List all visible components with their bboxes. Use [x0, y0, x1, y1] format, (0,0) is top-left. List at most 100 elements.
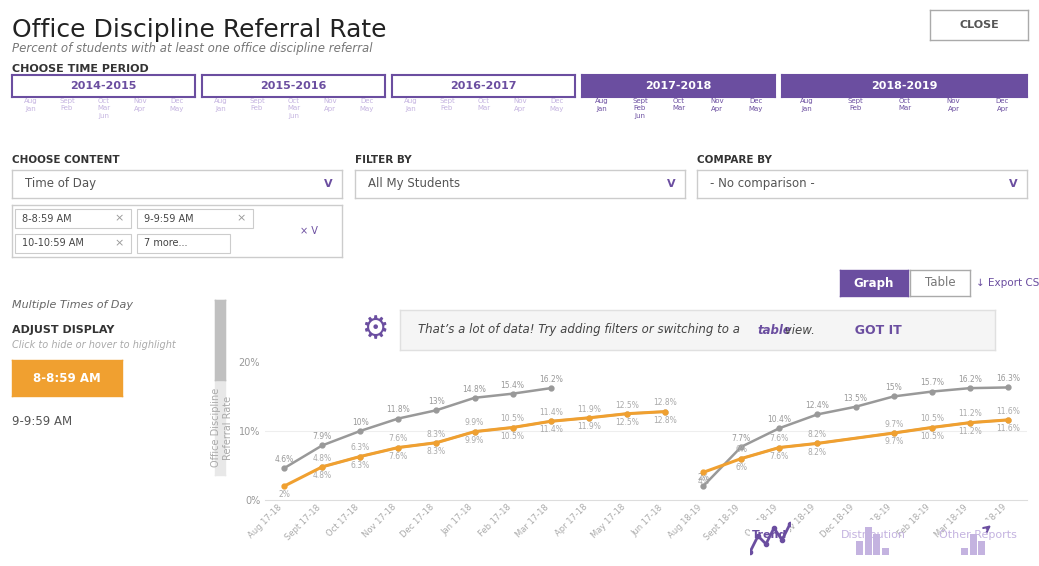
- Text: Nov
Apr: Nov Apr: [513, 98, 527, 112]
- Text: Oct
Mar
Jun: Oct Mar Jun: [97, 98, 110, 119]
- Text: 6%: 6%: [736, 463, 747, 471]
- Text: 4%: 4%: [697, 477, 710, 486]
- Text: Dec
May: Dec May: [359, 98, 374, 112]
- Text: V: V: [666, 179, 675, 189]
- Bar: [961, 548, 968, 555]
- Text: 10.5%: 10.5%: [920, 432, 943, 441]
- Text: 15.4%: 15.4%: [501, 380, 525, 389]
- Text: Oct
Mar: Oct Mar: [477, 98, 490, 112]
- Text: 10.5%: 10.5%: [920, 414, 943, 423]
- Text: 7 more...: 7 more...: [144, 238, 187, 248]
- Bar: [969, 534, 977, 555]
- Text: That’s a lot of data! Try adding filters or switching to a: That’s a lot of data! Try adding filters…: [418, 324, 744, 337]
- Text: 15%: 15%: [885, 383, 902, 392]
- Text: 2018-2019: 2018-2019: [872, 81, 938, 91]
- Text: 8.3%: 8.3%: [427, 447, 446, 456]
- Text: 13.5%: 13.5%: [844, 393, 868, 402]
- Text: 8-8:59 AM: 8-8:59 AM: [22, 213, 72, 224]
- Text: Sept
Feb: Sept Feb: [249, 98, 265, 112]
- Text: ×: ×: [115, 238, 125, 248]
- Text: 8-8:59 AM: 8-8:59 AM: [33, 371, 101, 384]
- Text: Aug
Jan: Aug Jan: [594, 98, 608, 112]
- Text: 4.6%: 4.6%: [274, 455, 294, 464]
- Text: 16.3%: 16.3%: [996, 374, 1020, 383]
- Text: Oct
Mar: Oct Mar: [898, 98, 911, 112]
- Text: 10.4%: 10.4%: [768, 415, 792, 424]
- Text: ADJUST DISPLAY: ADJUST DISPLAY: [12, 325, 114, 335]
- Text: 12.8%: 12.8%: [654, 398, 677, 408]
- Text: 9-9:59 AM: 9-9:59 AM: [144, 213, 193, 224]
- Text: 15.7%: 15.7%: [920, 379, 943, 388]
- Text: 8.2%: 8.2%: [808, 448, 827, 457]
- Text: 4.8%: 4.8%: [313, 454, 331, 462]
- Text: 11.2%: 11.2%: [958, 409, 982, 418]
- Bar: [856, 541, 862, 555]
- Bar: [874, 534, 880, 555]
- Text: - No comparison -: - No comparison -: [711, 178, 815, 191]
- Text: Nov
Apr: Nov Apr: [323, 98, 337, 112]
- Y-axis label: Office Discipline
Referral Rate: Office Discipline Referral Rate: [212, 388, 233, 467]
- Text: ⚙: ⚙: [362, 315, 389, 345]
- Text: 7.6%: 7.6%: [389, 434, 408, 443]
- Text: 7.7%: 7.7%: [731, 434, 751, 443]
- Text: 11.4%: 11.4%: [539, 426, 563, 435]
- Text: 16.2%: 16.2%: [539, 375, 563, 384]
- Text: V: V: [1009, 179, 1017, 189]
- Text: Trend: Trend: [752, 530, 788, 540]
- Text: GOT IT: GOT IT: [846, 324, 902, 337]
- Text: 4.8%: 4.8%: [313, 471, 331, 480]
- Text: Aug
Jan: Aug Jan: [800, 98, 814, 112]
- Text: 7.6%: 7.6%: [389, 452, 408, 461]
- Text: 6.3%: 6.3%: [350, 443, 370, 452]
- Text: Sept
Feb: Sept Feb: [59, 98, 75, 112]
- Text: 6.3%: 6.3%: [350, 461, 370, 470]
- Text: 11.4%: 11.4%: [539, 408, 563, 417]
- Text: Sept
Feb
Jun: Sept Feb Jun: [632, 98, 647, 119]
- Text: Graph: Graph: [854, 277, 895, 289]
- Text: 12.4%: 12.4%: [805, 401, 829, 410]
- Bar: [882, 548, 889, 555]
- Text: All My Students: All My Students: [368, 178, 460, 191]
- Text: Time of Day: Time of Day: [25, 178, 97, 191]
- Text: 13%: 13%: [428, 397, 445, 406]
- Text: Multiple Times of Day: Multiple Times of Day: [12, 300, 133, 310]
- Text: 2%: 2%: [278, 490, 290, 499]
- Text: 9.9%: 9.9%: [464, 418, 484, 427]
- Text: 11.6%: 11.6%: [996, 424, 1020, 433]
- Text: CLOSE: CLOSE: [959, 20, 998, 30]
- Text: 8.3%: 8.3%: [427, 430, 446, 439]
- Text: 10.5%: 10.5%: [501, 414, 525, 423]
- Text: CHOOSE TIME PERIOD: CHOOSE TIME PERIOD: [12, 64, 149, 74]
- Text: 2015-2016: 2015-2016: [261, 81, 326, 91]
- Text: 9.7%: 9.7%: [884, 437, 903, 446]
- Text: 6%: 6%: [736, 445, 747, 454]
- Text: Distribution: Distribution: [841, 530, 906, 540]
- Text: Nov
Apr: Nov Apr: [133, 98, 146, 112]
- Bar: [16, 234, 131, 254]
- Text: Sept
Feb: Sept Feb: [848, 98, 863, 112]
- Bar: [16, 209, 131, 229]
- Text: 2014-2015: 2014-2015: [71, 81, 137, 91]
- Text: 10.5%: 10.5%: [501, 432, 525, 441]
- Text: 8.2%: 8.2%: [808, 430, 827, 439]
- Text: view.: view.: [780, 324, 815, 337]
- Text: × V: × V: [300, 226, 318, 236]
- Text: Dec
Apr: Dec Apr: [995, 98, 1009, 112]
- Text: Percent of students with at least one office discipline referral: Percent of students with at least one of…: [12, 42, 373, 55]
- Text: 11.2%: 11.2%: [958, 427, 982, 436]
- Text: COMPARE BY: COMPARE BY: [697, 155, 772, 165]
- Text: Oct
Mar: Oct Mar: [672, 98, 685, 112]
- Text: ↓ Export CSV: ↓ Export CSV: [976, 278, 1039, 288]
- Text: 16.2%: 16.2%: [958, 375, 982, 384]
- Text: 7.6%: 7.6%: [770, 452, 789, 461]
- Text: V: V: [323, 179, 332, 189]
- Text: Sept
Feb: Sept Feb: [439, 98, 455, 112]
- Text: Dec
May: Dec May: [169, 98, 184, 112]
- Text: 9-9:59 AM: 9-9:59 AM: [12, 415, 72, 428]
- Text: Aug
Jan: Aug Jan: [24, 98, 37, 112]
- Text: 10%: 10%: [352, 418, 369, 427]
- Text: 7.9%: 7.9%: [313, 432, 331, 441]
- Text: 11.8%: 11.8%: [387, 405, 410, 414]
- Text: 12.5%: 12.5%: [615, 401, 639, 410]
- Text: Nov
Apr: Nov Apr: [947, 98, 960, 112]
